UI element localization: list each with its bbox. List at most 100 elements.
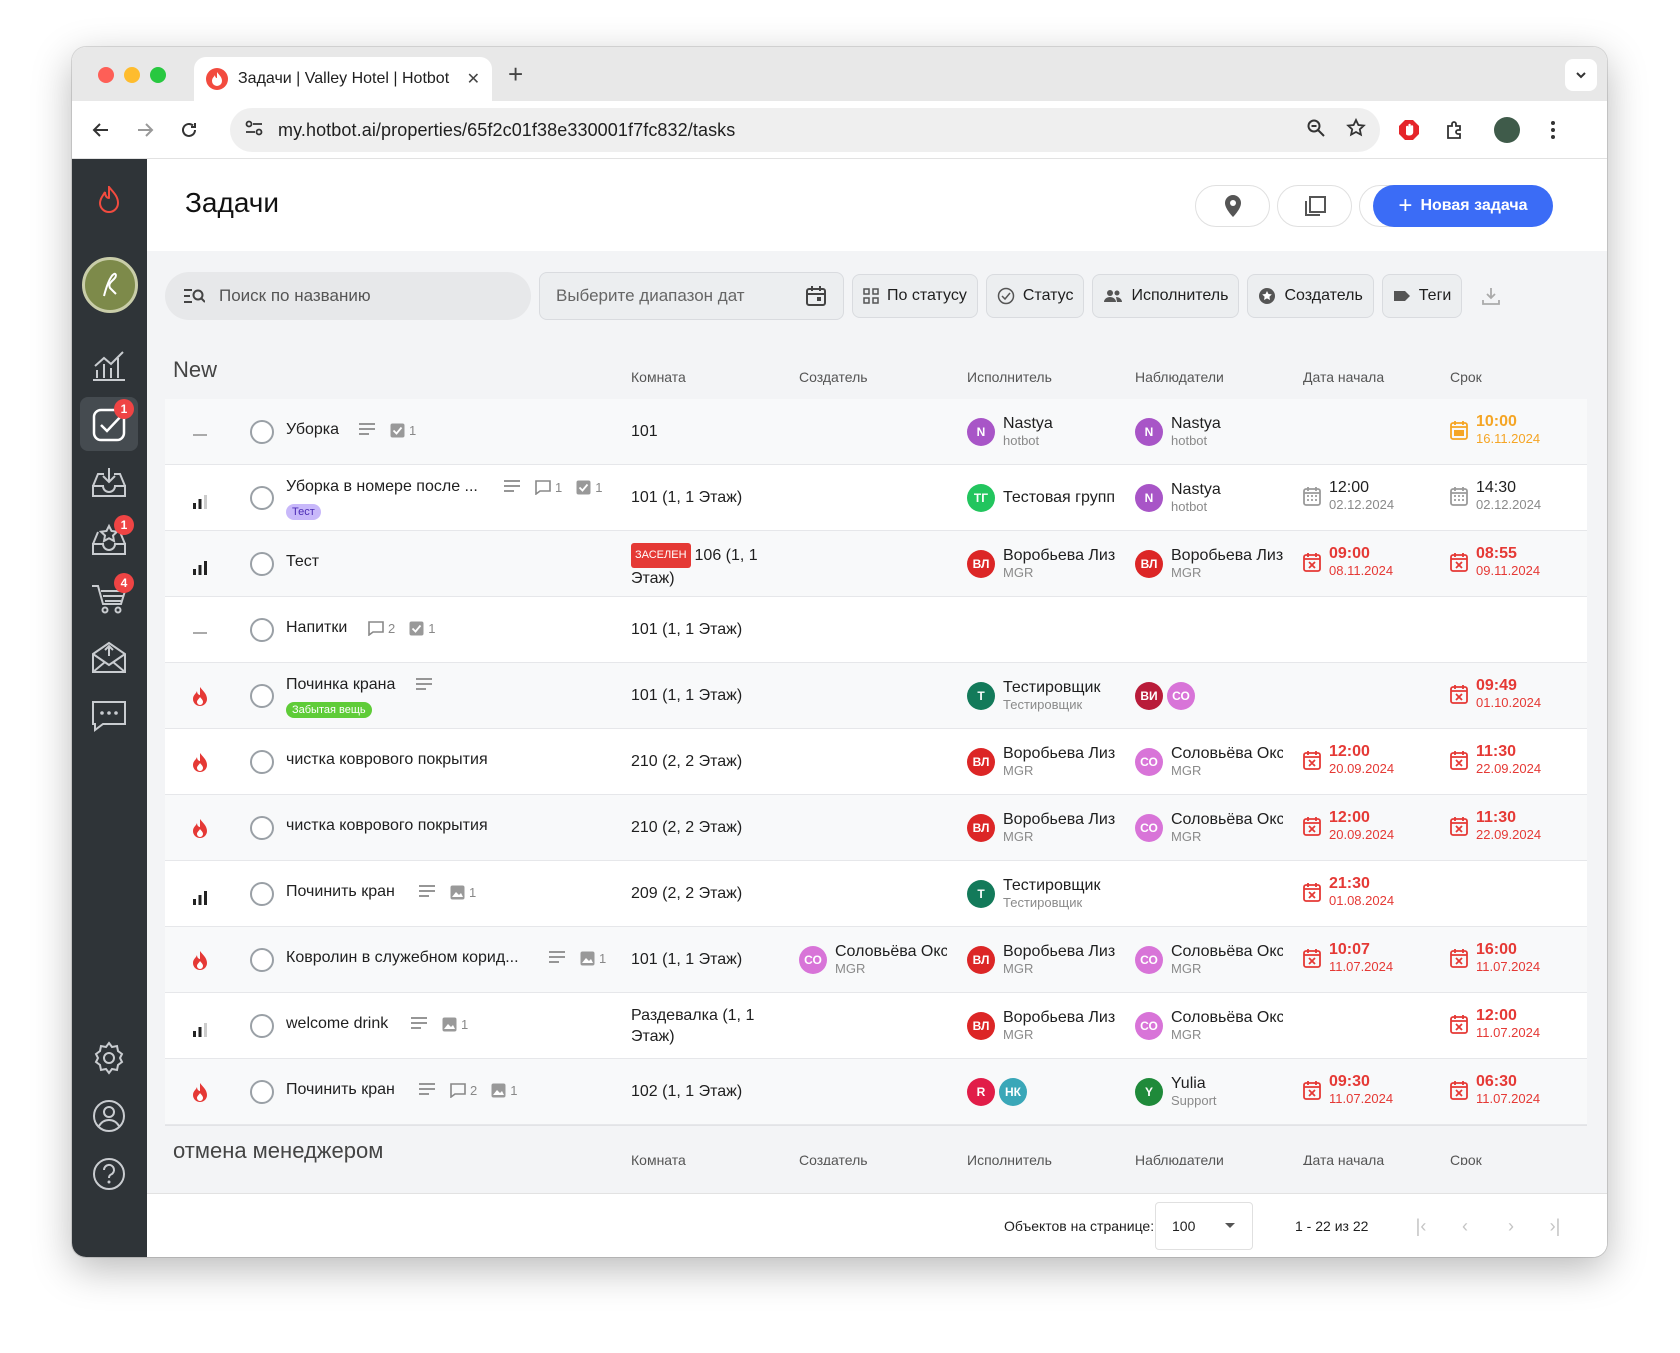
zoom-icon[interactable] (1306, 118, 1326, 143)
minimize-window-button[interactable] (124, 67, 140, 83)
avatar[interactable]: Т (967, 880, 995, 908)
task-name[interactable]: Починка крана (286, 676, 396, 693)
avatar[interactable]: СО (1167, 682, 1195, 710)
sidebar-item-settings[interactable] (80, 1031, 138, 1085)
avatar[interactable]: N (1135, 418, 1163, 446)
task-name[interactable]: Уборка в номере после ... (286, 478, 478, 495)
sidebar-item-analytics[interactable] (80, 339, 138, 393)
column-header-start-date[interactable]: Дата начала (1303, 1152, 1385, 1165)
extensions-puzzle-icon[interactable] (1440, 115, 1470, 145)
complete-task-checkbox[interactable] (250, 948, 274, 972)
complete-task-checkbox[interactable] (250, 420, 274, 444)
avatar[interactable]: ВЛ (967, 1012, 995, 1040)
column-header-start-date[interactable]: Дата начала (1303, 369, 1385, 385)
person-cell[interactable]: N Nastya hotbot (967, 413, 1115, 451)
close-window-button[interactable] (98, 67, 114, 83)
table-row[interactable]: Напитки 2 1 101 (1, 1 Этаж) (165, 597, 1587, 663)
person-cell[interactable]: Y Yulia Support (1135, 1073, 1283, 1111)
avatar[interactable]: Т (967, 682, 995, 710)
person-cell[interactable]: ТГ Тестовая группа (967, 479, 1115, 517)
person-cell[interactable]: N Nastya hotbot (1135, 413, 1283, 451)
avatar[interactable]: СО (1135, 748, 1163, 776)
avatar[interactable]: СО (1135, 946, 1163, 974)
column-header-watchers[interactable]: Наблюдатели (1135, 1152, 1224, 1165)
table-row[interactable]: welcome drink 1 Раздевалка (1, 1 Этаж) ВЛ Во… (165, 993, 1587, 1059)
location-button[interactable] (1195, 185, 1270, 227)
task-tag[interactable]: Тест (286, 504, 321, 520)
avatar[interactable]: N (1135, 484, 1163, 512)
next-page-icon[interactable]: › (1508, 1215, 1514, 1236)
person-cell[interactable]: СО Соловьёва ОксанаMGR (1135, 941, 1283, 979)
bookmark-star-icon[interactable] (1346, 117, 1366, 143)
search-input[interactable]: Поиск по названию (165, 272, 531, 320)
avatar-group[interactable]: ВИ СО (1135, 677, 1195, 715)
forward-button[interactable] (130, 115, 160, 145)
person-cell[interactable]: ВЛ Воробьева Лиза MGR (967, 809, 1115, 847)
site-settings-icon[interactable] (244, 119, 264, 142)
task-name[interactable]: Уборка (286, 421, 340, 438)
adblock-extension-icon[interactable] (1394, 115, 1424, 145)
person-cell[interactable]: ВЛ Воробьева Лиза MGR (1135, 545, 1283, 583)
status-filter[interactable]: Статус (985, 274, 1085, 318)
person-cell[interactable]: СО Соловьёва ОксанаMGR (1135, 743, 1283, 781)
avatar[interactable]: N (967, 418, 995, 446)
person-cell[interactable]: ВЛ Воробьева Лиза MGR (967, 1007, 1115, 1045)
sidebar-item-chat[interactable] (80, 689, 138, 743)
task-name[interactable]: Тест (286, 553, 320, 570)
column-header-assignee[interactable]: Исполнитель (967, 369, 1052, 385)
avatar-group[interactable]: R НК (967, 1073, 1027, 1111)
table-row[interactable]: чистка коврового покрытия 210 (2, 2 Этаж)… (165, 729, 1587, 795)
person-cell[interactable]: ВЛ Воробьева Лиза MGR (967, 743, 1115, 781)
task-name[interactable]: Починить кран (286, 1081, 395, 1098)
complete-task-checkbox[interactable] (250, 1014, 274, 1038)
date-range-picker[interactable]: Выберите диапазон дат (539, 272, 844, 320)
person-cell[interactable]: СО Соловьёва ОксанаMGR (799, 941, 947, 979)
avatar[interactable]: ВЛ (1135, 550, 1163, 578)
sidebar-item-profile[interactable] (80, 1089, 138, 1143)
column-header-deadline[interactable]: Срок (1450, 1152, 1482, 1165)
task-name[interactable]: чистка коврового покрытия (286, 751, 488, 768)
sidebar-item-tasks[interactable]: 1 (80, 397, 138, 451)
table-row[interactable]: Починить кран 2 1 102 (1, 1 Этаж) R НК Y Yulia S… (165, 1059, 1587, 1125)
column-header-room[interactable]: Комната (631, 1152, 686, 1165)
table-row[interactable]: Уборка в номере после ... 1 1 Тест 101 (1, 1… (165, 465, 1587, 531)
back-button[interactable] (86, 115, 116, 145)
task-tag[interactable]: Забытая вещь (286, 702, 372, 718)
table-row[interactable]: Починка крана Забытая вещь 101 (1, 1 Этаж)… (165, 663, 1587, 729)
sidebar-item-reviews[interactable]: 1 (80, 513, 138, 567)
avatar[interactable]: ТГ (967, 484, 995, 512)
new-task-button[interactable]: + Новая задача (1373, 185, 1553, 227)
task-name[interactable]: Ковролин в служебном корид... (286, 949, 519, 966)
avatar[interactable]: Y (1135, 1078, 1163, 1106)
complete-task-checkbox[interactable] (250, 1080, 274, 1104)
per-page-select[interactable]: 100 (1155, 1202, 1253, 1250)
person-cell[interactable]: N Nastya hotbot (1135, 479, 1283, 517)
hotbot-logo-icon[interactable] (80, 173, 138, 227)
reload-button[interactable] (174, 115, 204, 145)
task-name[interactable]: Напитки (286, 619, 348, 636)
new-tab-button[interactable]: + (508, 59, 524, 89)
avatar[interactable]: НК (999, 1078, 1027, 1106)
browser-tab[interactable]: Задачи | Valley Hotel | Hotbot ✕ (194, 57, 492, 101)
creator-filter[interactable]: Создатель (1247, 274, 1374, 318)
sidebar-item-mailing[interactable] (80, 631, 138, 685)
task-name[interactable]: чистка коврового покрытия (286, 817, 488, 834)
person-cell[interactable]: ВЛ Воробьева Лиза MGR (967, 545, 1115, 583)
column-header-assignee[interactable]: Исполнитель (967, 1152, 1052, 1165)
hotel-avatar[interactable] (82, 257, 138, 313)
download-button[interactable] (1470, 274, 1512, 318)
tags-filter[interactable]: Теги (1381, 274, 1463, 318)
last-page-icon[interactable]: ›| (1549, 1215, 1561, 1236)
complete-task-checkbox[interactable] (250, 486, 274, 510)
complete-task-checkbox[interactable] (250, 684, 274, 708)
copy-view-button[interactable] (1277, 185, 1352, 227)
complete-task-checkbox[interactable] (250, 816, 274, 840)
avatar[interactable]: СО (799, 946, 827, 974)
avatar[interactable]: R (967, 1078, 995, 1106)
sidebar-item-help[interactable] (80, 1147, 138, 1201)
column-header-creator[interactable]: Создатель (799, 1152, 868, 1165)
avatar[interactable]: СО (1135, 1012, 1163, 1040)
assignee-filter[interactable]: Исполнитель (1092, 274, 1240, 318)
column-header-creator[interactable]: Создатель (799, 369, 868, 385)
complete-task-checkbox[interactable] (250, 618, 274, 642)
